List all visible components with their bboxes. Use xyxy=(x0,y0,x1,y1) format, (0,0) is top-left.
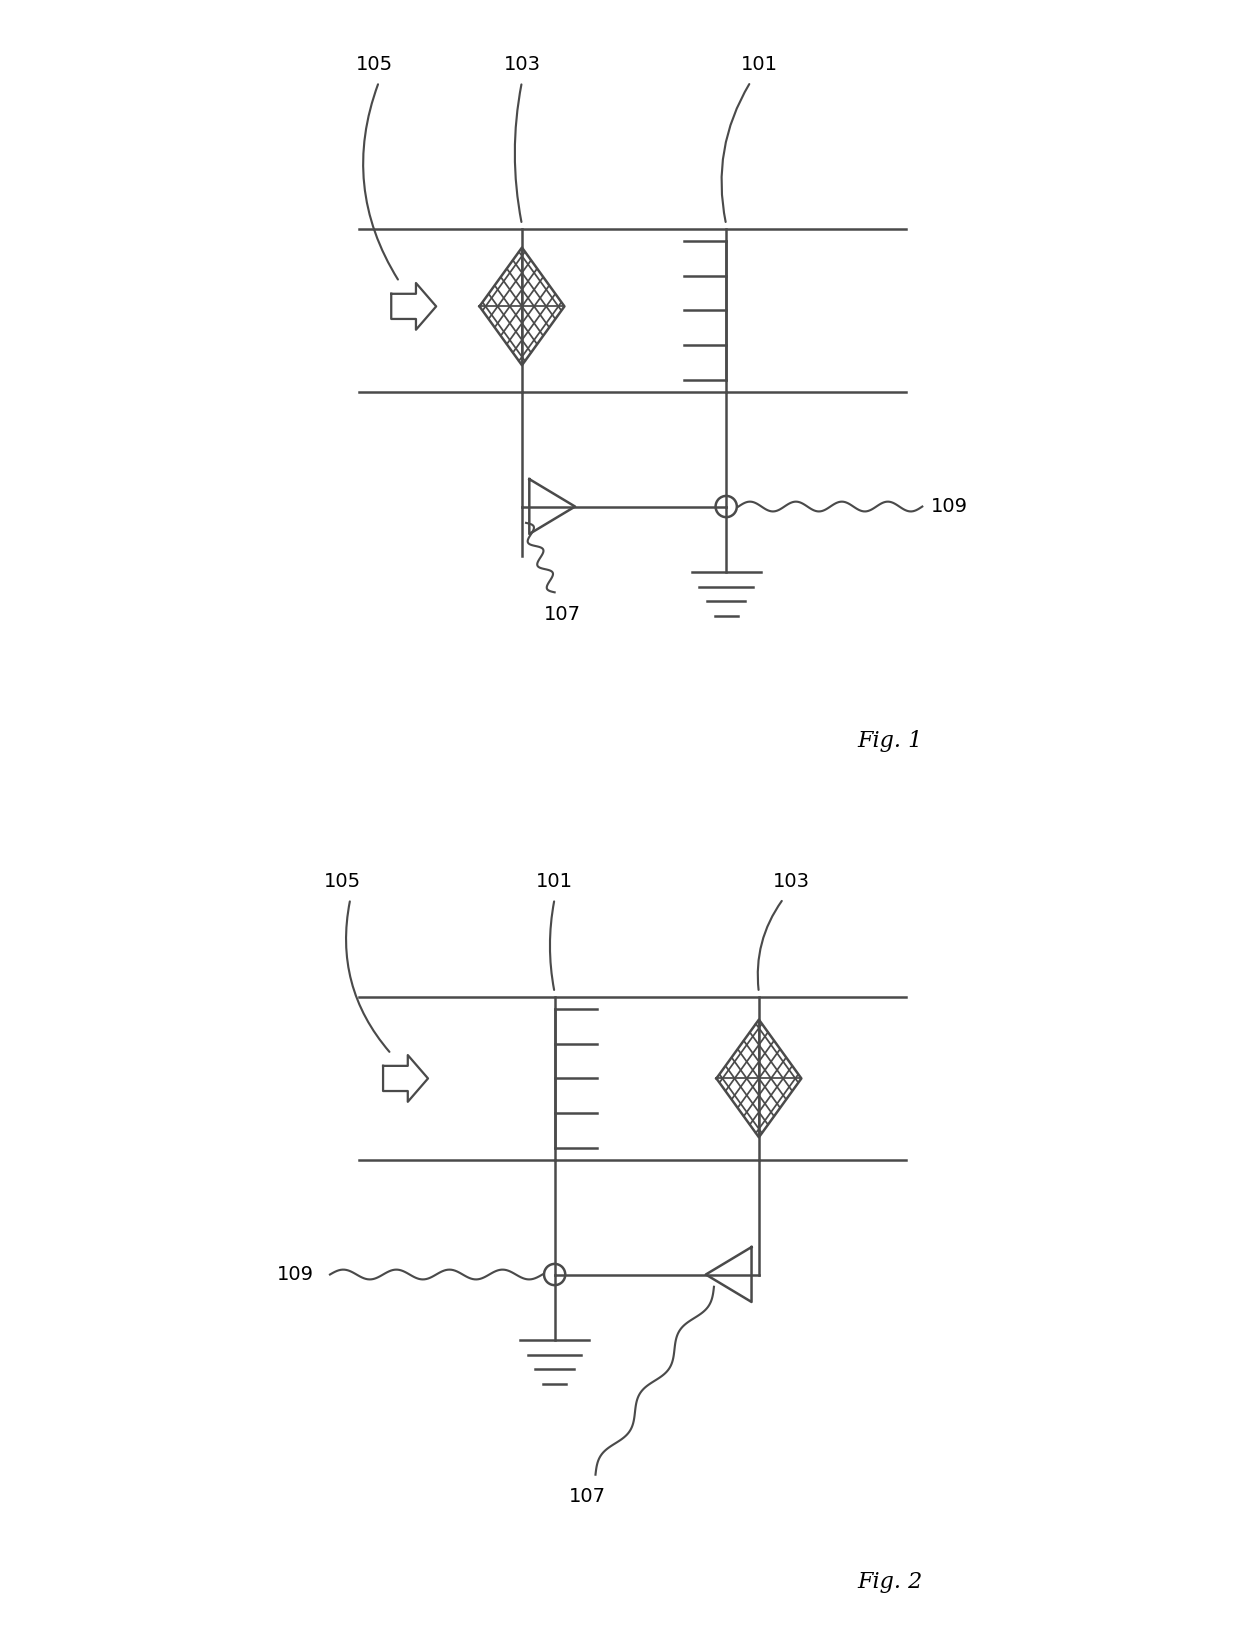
Text: Fig. 1: Fig. 1 xyxy=(857,730,923,752)
Text: 109: 109 xyxy=(930,497,967,516)
Text: 101: 101 xyxy=(536,871,573,891)
Text: 107: 107 xyxy=(569,1487,606,1507)
Text: 105: 105 xyxy=(356,54,393,74)
Text: 103: 103 xyxy=(773,871,810,891)
Text: 109: 109 xyxy=(277,1265,314,1284)
Text: Fig. 2: Fig. 2 xyxy=(857,1572,923,1593)
Text: 101: 101 xyxy=(740,54,777,74)
Text: 105: 105 xyxy=(324,871,361,891)
Text: 103: 103 xyxy=(503,54,541,74)
Text: 107: 107 xyxy=(544,605,582,624)
